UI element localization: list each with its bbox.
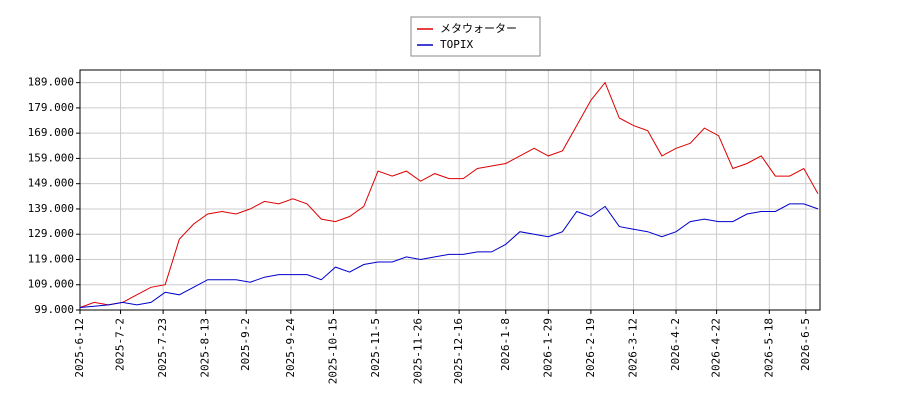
x-tick-label: 2025-11-26 (412, 318, 425, 384)
y-tick-label: 109.000 (28, 278, 74, 291)
x-tick-label: 2026-4-22 (710, 318, 723, 378)
y-tick-label: 139.000 (28, 202, 74, 215)
x-tick-label: 2026-1-29 (541, 318, 554, 378)
y-tick-label: 179.000 (28, 101, 74, 114)
legend-box (410, 16, 541, 57)
x-tick-label: 2026-2-19 (584, 318, 597, 378)
x-tick-label: 2025-9-24 (284, 318, 297, 378)
x-tick-label: 2025-11-5 (369, 318, 382, 378)
x-tick-label: 2025-9-2 (239, 318, 252, 371)
x-tick-label: 2026-6-5 (799, 318, 812, 371)
x-tick-label: 2025-7-2 (114, 318, 127, 371)
data-line (79, 203, 819, 308)
x-tick-label: 2025-7-23 (156, 318, 169, 378)
plot-area (79, 69, 821, 311)
plot-border (79, 69, 821, 311)
x-tick-label: 2026-1-8 (499, 318, 512, 371)
x-tick-label: 2026-5-18 (762, 318, 775, 378)
y-tick-label: 169.000 (28, 126, 74, 139)
data-line (79, 81, 819, 308)
x-tick-label: 2026-3-12 (626, 318, 639, 378)
y-tick-label: 99.000 (34, 303, 74, 316)
x-tick-label: 2025-6-12 (73, 318, 86, 378)
x-tick-label: 2025-12-16 (452, 318, 465, 384)
legend-label: TOPIX (440, 38, 473, 51)
legend: メタウォーター TOPIX (410, 16, 541, 57)
y-tick-label: 119.000 (28, 252, 74, 265)
y-tick-label: 189.000 (28, 76, 74, 89)
y-tick-label: 159.000 (28, 151, 74, 164)
y-tick-label: 149.000 (28, 177, 74, 190)
x-tick-label: 2026-4-2 (669, 318, 682, 371)
legend-label: メタウォーター (440, 22, 517, 35)
x-tick-label: 2025-8-13 (199, 318, 212, 378)
x-tick-label: 2025-10-15 (326, 318, 339, 384)
y-tick-label: 129.000 (28, 227, 74, 240)
